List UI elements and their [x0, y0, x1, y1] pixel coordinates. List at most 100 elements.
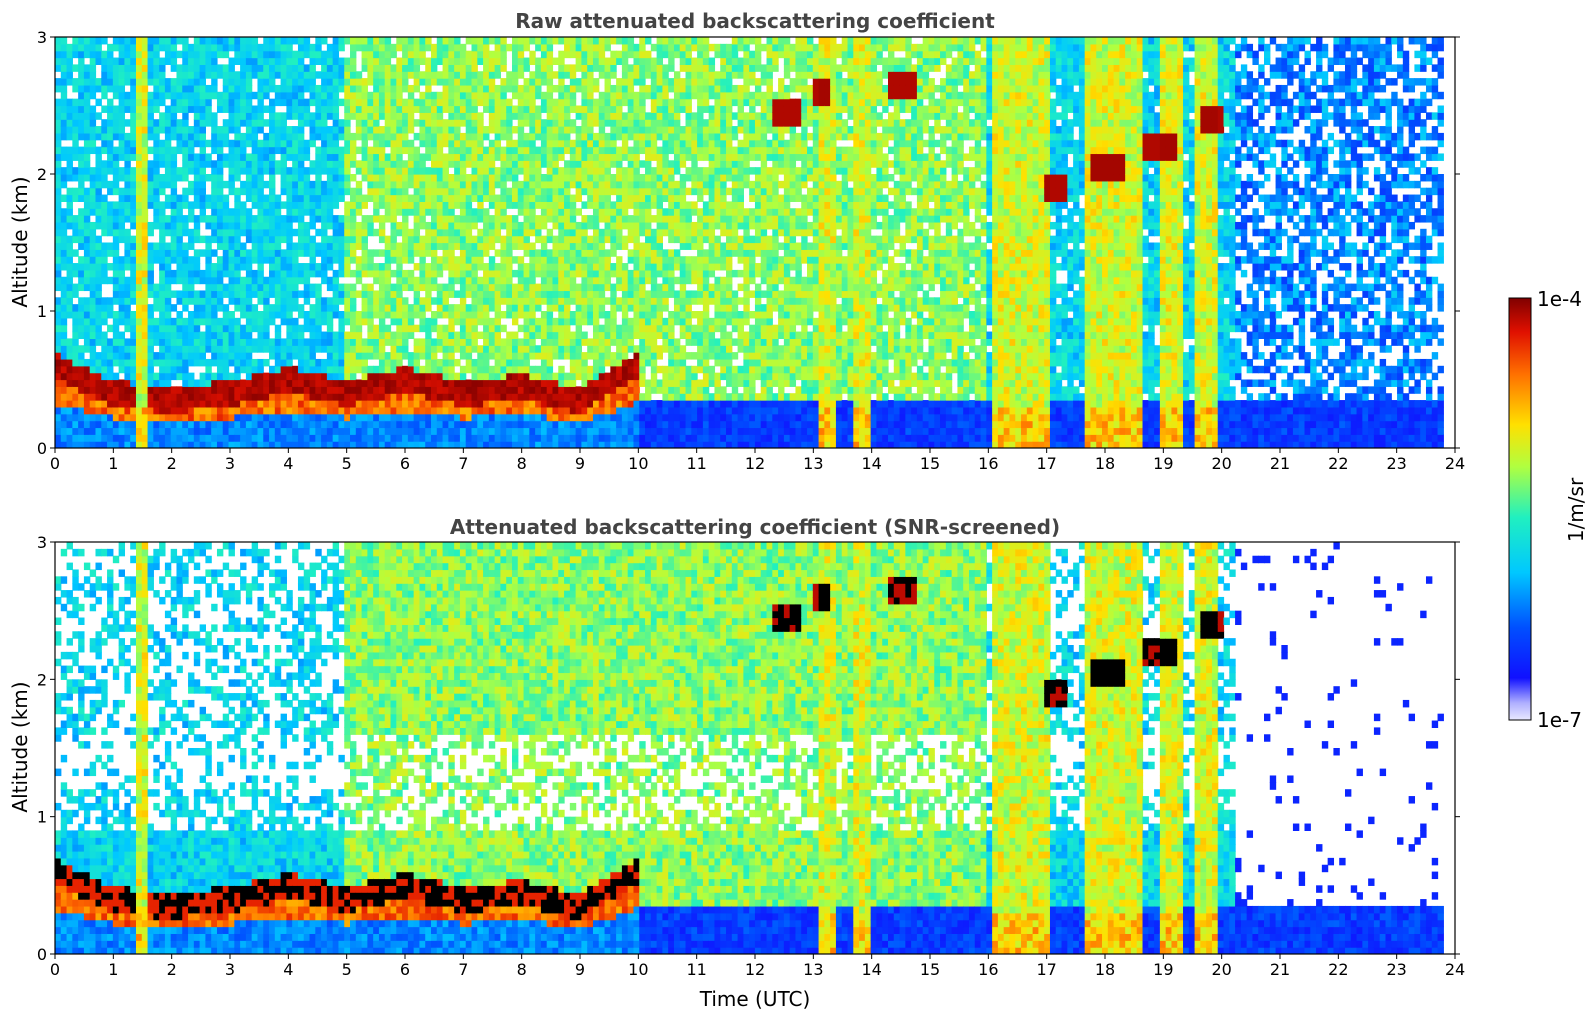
heatmap-cell: [182, 160, 189, 168]
heatmap-cell: [107, 345, 114, 353]
heatmap-cell: [222, 283, 230, 292]
heatmap-cell: [95, 372, 102, 381]
heatmap-cell: [355, 84, 363, 93]
heatmap-cell: [280, 406, 287, 415]
heatmap-cell: [459, 215, 467, 223]
heatmap-cell: [176, 372, 183, 381]
heatmap-cell: [257, 324, 264, 333]
heatmap-cell: [240, 393, 247, 401]
heatmap-cell: [355, 242, 363, 250]
heatmap-cell: [448, 201, 455, 209]
heatmap-cell: [176, 358, 183, 367]
heatmap-cell: [274, 304, 282, 312]
heatmap-cell: [107, 160, 114, 168]
heatmap-cell: [101, 132, 108, 141]
heatmap-cell: [390, 112, 397, 120]
heatmap-cell: [373, 98, 380, 107]
heatmap-cell: [373, 64, 380, 72]
heatmap-cell: [130, 132, 137, 141]
heatmap-cell: [477, 71, 484, 79]
heatmap-cell: [535, 187, 542, 196]
heatmap-cell: [228, 352, 235, 360]
heatmap-cell: [448, 249, 455, 257]
heatmap-cell: [338, 187, 345, 196]
heatmap-cell: [315, 297, 322, 305]
heatmap-cell: [274, 50, 282, 59]
heatmap-cell: [83, 379, 91, 387]
heatmap-cell: [141, 242, 149, 250]
heatmap-cell: [459, 304, 467, 312]
heatmap-cell: [535, 194, 542, 202]
heatmap-cell: [396, 167, 403, 175]
heatmap-cell: [506, 434, 513, 442]
heatmap-cell: [72, 441, 79, 448]
heatmap-cell: [107, 406, 114, 415]
heatmap-cell: [205, 221, 212, 230]
heatmap-cell: [500, 393, 507, 401]
heatmap-cell: [222, 201, 230, 209]
heatmap-cell: [101, 352, 108, 360]
heatmap-cell: [216, 317, 224, 326]
heatmap-cell: [176, 420, 183, 429]
heatmap-cell: [332, 160, 340, 168]
heatmap-cell: [407, 57, 415, 65]
heatmap-cell: [529, 242, 536, 250]
heatmap-cell: [581, 338, 588, 346]
heatmap-cell: [477, 420, 484, 429]
heatmap-cell: [269, 160, 276, 168]
heatmap-cell: [465, 187, 473, 196]
heatmap-cell: [274, 112, 282, 120]
heatmap-cell: [205, 297, 212, 305]
heatmap-cell: [101, 208, 108, 216]
heatmap-cell: [535, 249, 542, 257]
heatmap-cell: [211, 427, 218, 435]
heatmap-cell: [60, 208, 68, 216]
heatmap-cell: [135, 413, 143, 422]
heatmap-cell: [176, 434, 183, 442]
heatmap-cell: [89, 317, 97, 326]
heatmap-cell: [529, 393, 536, 401]
heatmap-cell: [286, 194, 293, 202]
heatmap-cell: [257, 228, 264, 237]
heatmap-cell: [564, 71, 571, 79]
heatmap-cell: [297, 201, 305, 209]
heatmap-cell: [159, 201, 166, 209]
heatmap-cell: [506, 283, 513, 292]
heatmap-cell: [89, 50, 97, 59]
heatmap-cell: [66, 71, 73, 79]
heatmap-cell: [361, 50, 368, 59]
heatmap-cell: [95, 304, 102, 312]
heatmap-cell: [141, 180, 149, 189]
heatmap-cell: [477, 112, 484, 120]
heatmap-cell: [390, 215, 397, 223]
heatmap-cell: [442, 249, 449, 257]
heatmap-cell: [321, 228, 328, 237]
heatmap-cell: [240, 50, 247, 59]
heatmap-cell: [280, 221, 287, 230]
heatmap-cell: [280, 126, 287, 134]
heatmap-cell: [511, 386, 519, 394]
heatmap-cell: [488, 427, 496, 435]
heatmap-cell: [546, 112, 554, 120]
heatmap-cell: [407, 249, 415, 257]
heatmap-cell: [407, 256, 415, 264]
heatmap-cell: [222, 400, 230, 408]
heatmap-cell: [182, 269, 189, 278]
heatmap-cell: [228, 112, 235, 120]
heatmap-cell: [135, 160, 143, 168]
heatmap-cell: [130, 146, 137, 155]
heatmap-cell: [431, 146, 438, 155]
heatmap-cell: [297, 290, 305, 298]
heatmap-cell: [546, 386, 554, 394]
heatmap-cell: [286, 43, 293, 52]
heatmap-cell: [251, 112, 259, 120]
heatmap-cell: [240, 263, 247, 271]
heatmap-cell: [89, 201, 97, 209]
heatmap-cell: [552, 379, 559, 387]
heatmap-cell: [436, 132, 444, 141]
heatmap-cell: [546, 434, 554, 442]
heatmap-cell: [494, 105, 502, 113]
heatmap-cell: [448, 372, 455, 381]
heatmap-cell: [292, 57, 299, 65]
heatmap-cell: [159, 434, 166, 442]
